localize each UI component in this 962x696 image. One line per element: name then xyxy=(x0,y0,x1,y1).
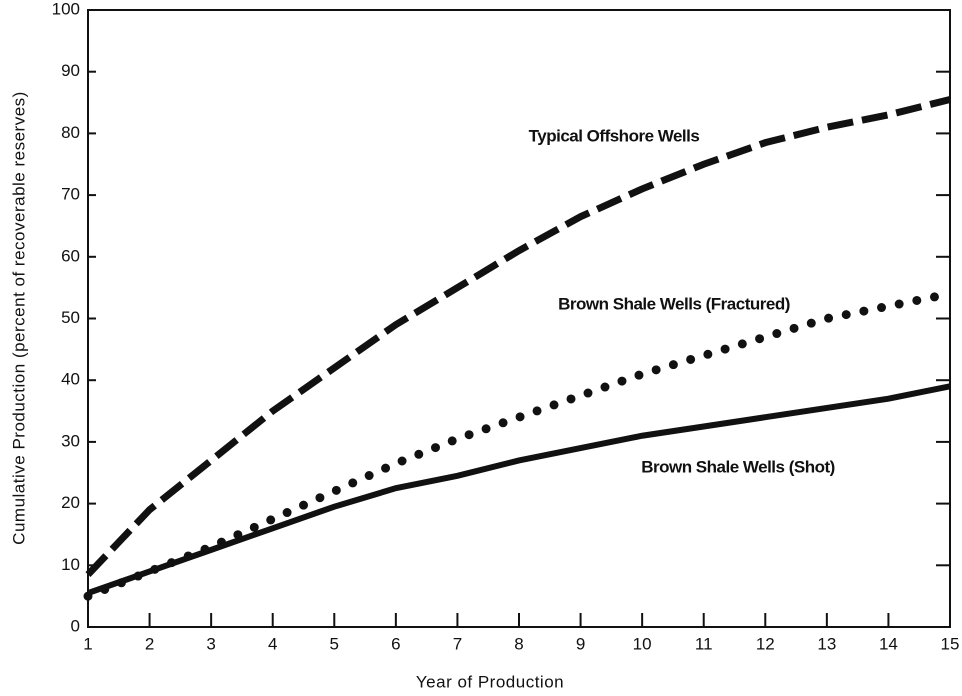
y-tick-label: 80 xyxy=(61,123,80,142)
x-tick-label: 4 xyxy=(268,634,277,653)
y-axis-title: Cumulative Production (percent of recove… xyxy=(9,91,28,545)
x-tick-label: 15 xyxy=(941,634,960,653)
y-tick-label: 90 xyxy=(61,61,80,80)
x-tick-label: 3 xyxy=(206,634,215,653)
x-tick-label: 13 xyxy=(817,634,836,653)
y-tick-label: 30 xyxy=(61,431,80,450)
y-tick-label: 0 xyxy=(71,616,80,635)
y-tick-label: 10 xyxy=(61,555,80,574)
x-tick-label: 14 xyxy=(879,634,898,653)
x-tick-label: 7 xyxy=(453,634,462,653)
series-label: Typical Offshore Wells xyxy=(529,126,700,145)
y-tick-label: 40 xyxy=(61,370,80,389)
series-line xyxy=(83,289,955,601)
x-tick-label: 1 xyxy=(83,634,92,653)
x-tick-label: 8 xyxy=(514,634,523,653)
x-tick-label: 6 xyxy=(391,634,400,653)
y-tick-label: 70 xyxy=(61,185,80,204)
x-tick-label: 9 xyxy=(576,634,585,653)
series-line xyxy=(87,383,951,596)
x-tick-label: 5 xyxy=(330,634,339,653)
x-tick-label: 2 xyxy=(145,634,154,653)
plot-frame xyxy=(87,9,951,628)
y-tick-label: 50 xyxy=(61,308,80,327)
x-tick-label: 12 xyxy=(756,634,775,653)
x-tick-label: 10 xyxy=(633,634,652,653)
y-tick-label: 20 xyxy=(61,493,80,512)
x-tick-label: 11 xyxy=(695,634,713,653)
x-axis-title: Year of Production xyxy=(416,672,564,691)
series-line xyxy=(85,96,951,577)
y-tick-label: 100 xyxy=(52,0,80,18)
series-label: Brown Shale Wells (Shot) xyxy=(641,457,835,476)
y-tick-label: 60 xyxy=(61,246,80,265)
series-label: Brown Shale Wells (Fractured) xyxy=(558,294,790,313)
